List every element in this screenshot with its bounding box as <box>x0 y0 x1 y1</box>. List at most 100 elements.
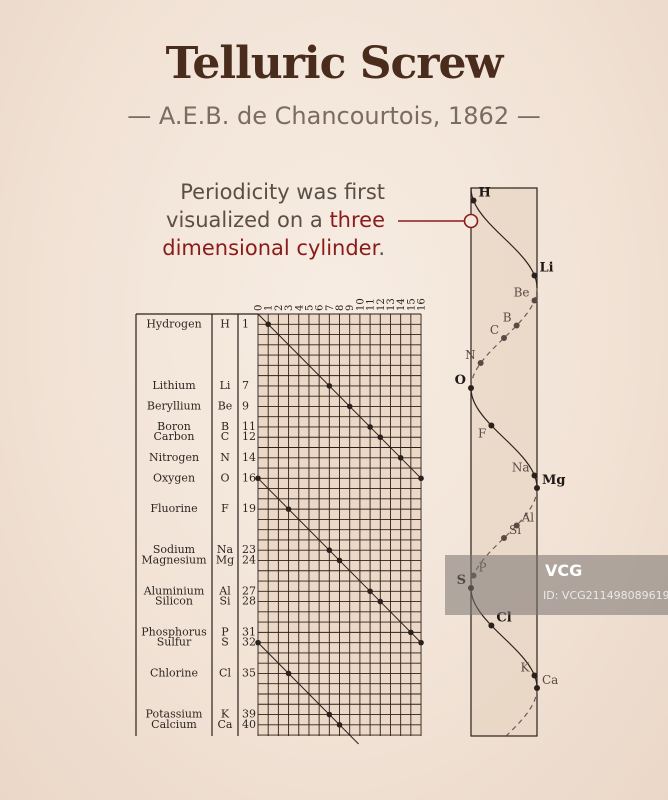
cylinder-point <box>468 385 474 391</box>
column-label: 12 <box>376 298 387 311</box>
element-weight: 32 <box>242 636 256 649</box>
element-weight: 28 <box>242 595 256 608</box>
table-point <box>265 321 271 328</box>
helix-back-curve <box>506 687 538 736</box>
table-point <box>418 639 424 646</box>
column-label: 13 <box>386 298 397 311</box>
watermark: VCG ID: VCG211498089619 <box>445 555 668 615</box>
element-name: Boron <box>157 420 191 433</box>
element-name: Beryllium <box>147 399 202 412</box>
cylinder-point <box>534 685 540 691</box>
table-row: Phosphorus P 31 <box>141 625 414 638</box>
element-symbol: S <box>221 636 229 649</box>
column-label: 5 <box>304 305 315 311</box>
cylinder-label: B <box>503 311 512 325</box>
cylinder: HLiBeBCNOFNaMgAlSiPSClKCa <box>455 186 565 737</box>
element-symbol: C <box>221 430 229 443</box>
cylinder-label: Ca <box>542 673 558 687</box>
table-point <box>377 434 384 441</box>
element-name: Potassium <box>146 708 203 721</box>
element-symbol: B <box>221 420 229 433</box>
cylinder-label: Mg <box>542 473 565 488</box>
helix-front-curve <box>470 387 538 489</box>
element-symbol: P <box>221 625 229 638</box>
callout-marker-circle <box>463 213 479 229</box>
element-symbol: Si <box>219 595 231 608</box>
element-weight: 24 <box>242 553 256 566</box>
cylinder-point <box>531 272 538 279</box>
element-weight: 12 <box>242 430 256 443</box>
cylinder-label: K <box>521 661 531 675</box>
cylinder-label: Li <box>539 261 553 276</box>
table-point <box>255 475 261 482</box>
table-point <box>285 506 292 512</box>
cylinder-point <box>501 335 507 341</box>
cylinder-point <box>488 422 495 429</box>
element-weight: 9 <box>242 399 249 412</box>
cylinder-point <box>534 485 540 491</box>
table-point <box>285 670 292 677</box>
column-label: 8 <box>335 305 346 311</box>
element-weight: 14 <box>242 451 256 464</box>
element-name: Carbon <box>154 430 195 443</box>
page-subtitle: — A.E.B. de Chancourtois, 1862 — <box>127 102 541 130</box>
cylinder-point <box>470 197 477 204</box>
cylinder-label: C <box>490 323 499 337</box>
column-label: 7 <box>325 305 336 311</box>
table-row: Boron B 11 <box>157 420 373 433</box>
table-row: Nitrogen N 14 <box>149 451 404 464</box>
callout-line-2: visualized on a <box>166 208 330 232</box>
table-point <box>336 557 343 564</box>
table-point <box>367 588 373 595</box>
element-name: Sodium <box>153 543 196 556</box>
element-weight: 16 <box>242 471 256 484</box>
table-point <box>397 454 404 461</box>
cylinder-point <box>531 672 538 679</box>
element-name: Phosphorus <box>141 625 207 638</box>
table-point <box>326 383 333 389</box>
element-symbol: Al <box>218 584 231 597</box>
table-row: Carbon C 12 <box>154 430 384 443</box>
column-label: 6 <box>315 305 326 311</box>
table-row: Chlorine Cl 35 <box>150 666 292 679</box>
element-symbol: Li <box>220 379 231 392</box>
element-weight: 39 <box>242 708 256 721</box>
column-label: 14 <box>396 298 407 311</box>
helix-diagonal-line <box>257 313 422 479</box>
cylinder-point <box>531 472 538 479</box>
table-row: Lithium Li 7 <box>152 379 333 392</box>
element-name: Chlorine <box>150 666 198 679</box>
element-symbol: F <box>221 502 229 515</box>
callout-text: Periodicity was first visualized on a th… <box>162 178 385 262</box>
element-symbol: Ca <box>218 718 233 731</box>
table-point <box>367 424 373 430</box>
element-name: Oxygen <box>153 471 195 484</box>
element-symbol: Cl <box>219 666 231 679</box>
column-label: 10 <box>355 298 366 311</box>
element-weight: 27 <box>242 584 256 597</box>
element-name: Nitrogen <box>149 451 199 464</box>
table-row: Sulfur S 32 <box>157 636 424 649</box>
element-name: Lithium <box>152 379 196 392</box>
element-symbol: K <box>221 708 230 721</box>
element-symbol: Mg <box>216 553 234 566</box>
table-row: Fluorine F 19 <box>150 502 292 515</box>
watermark-id: ID: VCG211498089619 <box>543 589 668 602</box>
cylinder-point <box>531 297 538 304</box>
cylinder-label: Si <box>509 523 521 537</box>
element-name: Calcium <box>151 718 197 731</box>
element-weight: 1 <box>242 317 249 330</box>
table-point <box>336 722 343 728</box>
cylinder-label: Na <box>512 461 530 475</box>
element-symbol: Na <box>217 543 234 556</box>
table-point <box>418 475 424 482</box>
element-name: Magnesium <box>141 553 207 566</box>
element-symbol: N <box>220 451 230 464</box>
column-label: 16 <box>417 298 428 311</box>
cylinder-point <box>501 535 507 541</box>
element-name: Fluorine <box>150 502 197 515</box>
cylinder-point <box>488 622 495 629</box>
column-label: 11 <box>366 298 377 311</box>
cylinder-label: Be <box>514 286 530 300</box>
